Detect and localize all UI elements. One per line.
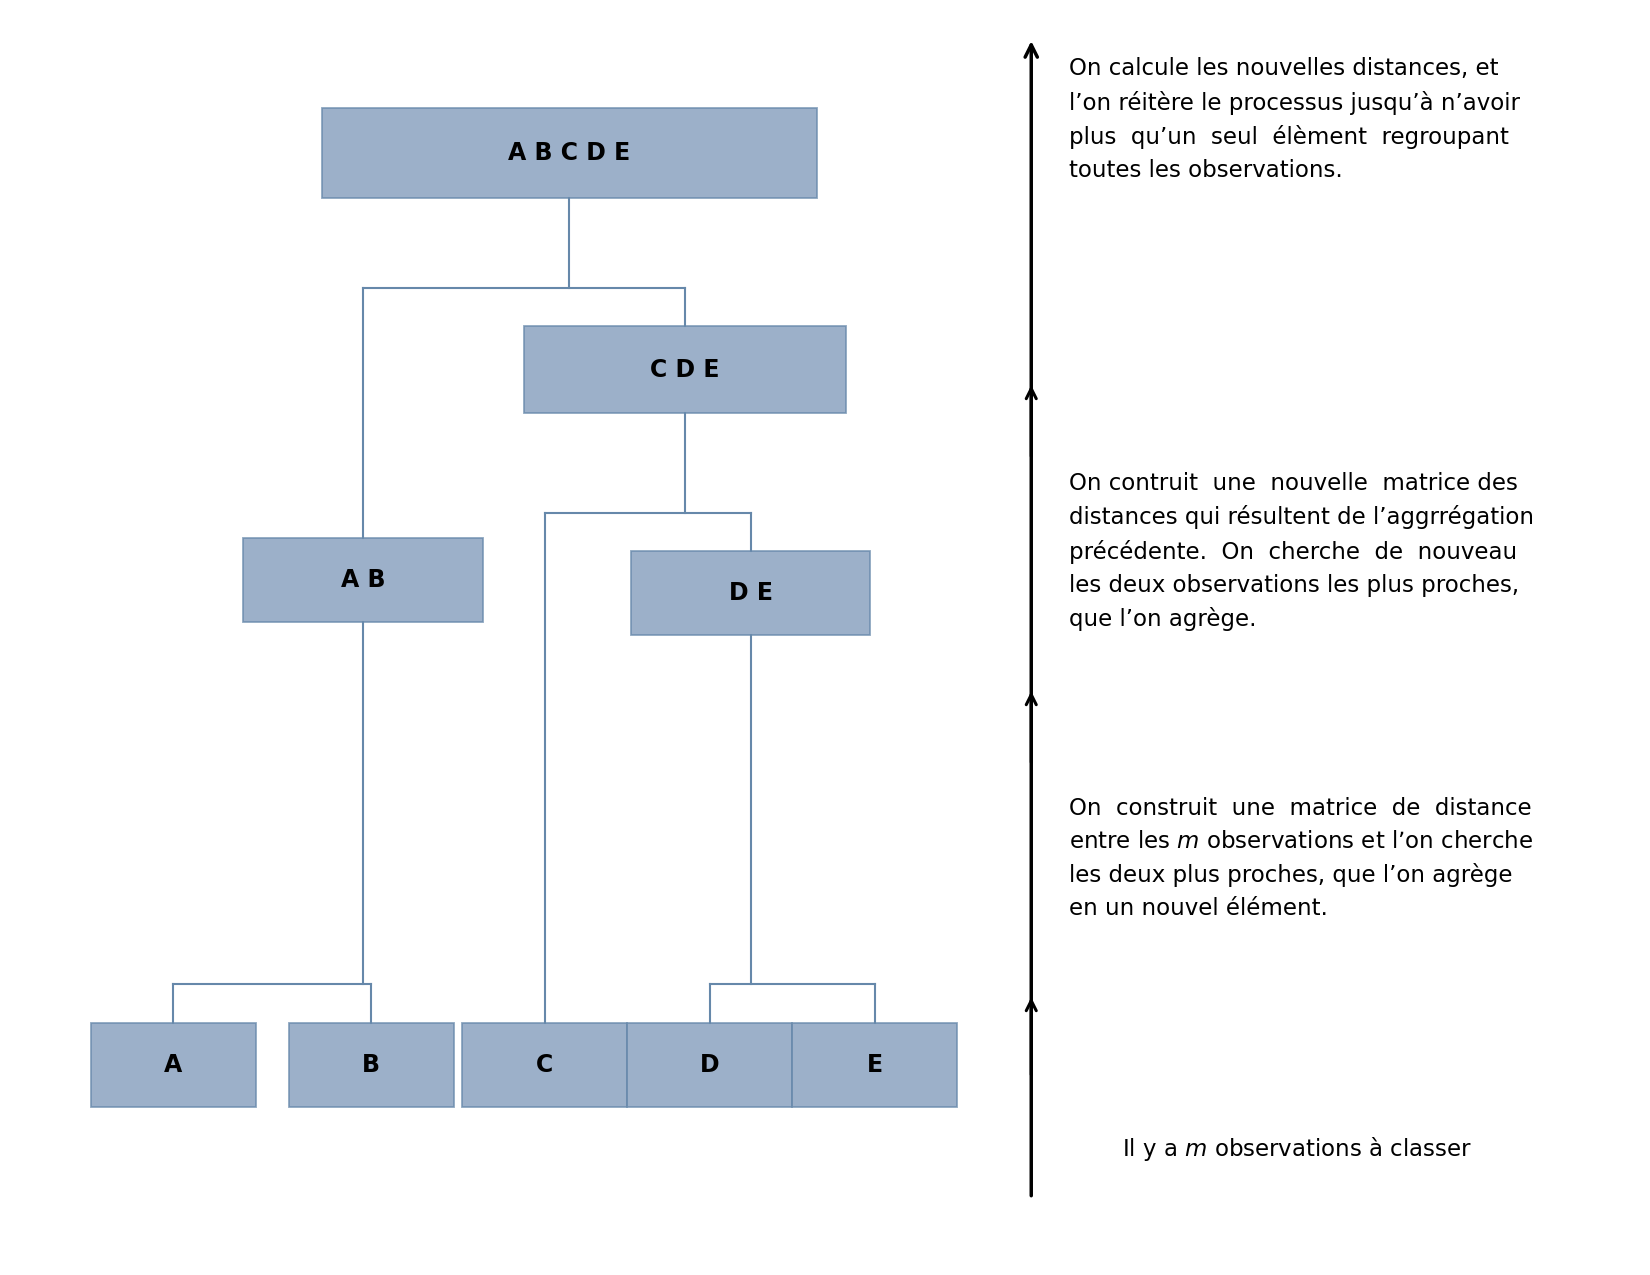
FancyBboxPatch shape (630, 551, 871, 635)
Text: On calcule les nouvelles distances, et
l’on réitère le processus jusqu’à n’avoir: On calcule les nouvelles distances, et l… (1069, 57, 1520, 182)
FancyBboxPatch shape (525, 326, 845, 413)
FancyBboxPatch shape (627, 1023, 792, 1107)
FancyBboxPatch shape (322, 108, 817, 198)
Text: C D E: C D E (650, 358, 719, 381)
Text: A: A (163, 1053, 183, 1076)
FancyBboxPatch shape (289, 1023, 454, 1107)
FancyBboxPatch shape (91, 1023, 256, 1107)
Text: A B C D E: A B C D E (508, 142, 630, 164)
Text: Il y a $m$ observations à classer: Il y a $m$ observations à classer (1122, 1135, 1472, 1163)
Text: D: D (700, 1053, 719, 1076)
Text: B: B (363, 1053, 380, 1076)
Text: On  construit  une  matrice  de  distance
entre les $m$ observations et l’on che: On construit une matrice de distance ent… (1069, 797, 1533, 921)
Text: On contruit  une  nouvelle  matrice des
distances qui résultent de l’aggrrégatio: On contruit une nouvelle matrice des dis… (1069, 472, 1534, 631)
FancyBboxPatch shape (244, 538, 482, 622)
Text: E: E (866, 1053, 883, 1076)
Text: C: C (536, 1053, 553, 1076)
FancyBboxPatch shape (792, 1023, 957, 1107)
Text: A B: A B (342, 569, 384, 592)
Text: D E: D E (729, 581, 772, 604)
FancyBboxPatch shape (462, 1023, 627, 1107)
